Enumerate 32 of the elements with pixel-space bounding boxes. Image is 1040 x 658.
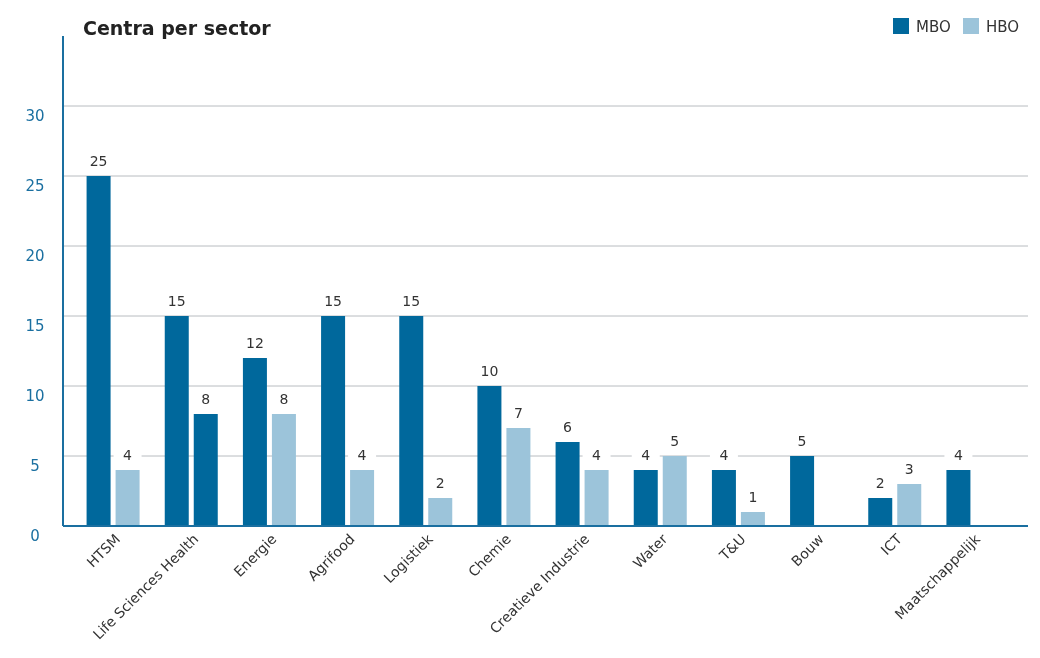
chart-title: Centra per sector <box>83 17 272 39</box>
data-label: 15 <box>324 293 342 309</box>
data-label: 2 <box>875 475 885 491</box>
data-label: 8 <box>279 391 289 407</box>
data-label: 5 <box>670 433 680 449</box>
data-label: 2 <box>435 475 445 491</box>
data-label: 8 <box>201 391 211 407</box>
data-label: 6 <box>563 419 573 435</box>
data-label: 12 <box>246 335 264 351</box>
y-tick-label: 10 <box>25 387 45 405</box>
data-label: 7 <box>513 405 523 421</box>
legend-label: MBO <box>916 18 951 36</box>
data-label: 5 <box>797 433 807 449</box>
data-label: 15 <box>167 293 186 309</box>
y-tick-label: 5 <box>30 457 40 475</box>
y-tick-label: 0 <box>30 527 40 545</box>
data-label: 15 <box>402 293 421 309</box>
data-label: 4 <box>592 447 602 463</box>
legend-label: HBO <box>986 18 1020 36</box>
y-tick-label: 20 <box>25 247 45 265</box>
data-label: 1 <box>748 489 758 505</box>
data-label: 4 <box>357 447 367 463</box>
y-tick-label: 15 <box>25 317 45 335</box>
data-label: 4 <box>719 447 729 463</box>
data-label: 10 <box>480 363 499 379</box>
y-tick-label: 30 <box>25 107 45 125</box>
data-label: 3 <box>904 461 914 477</box>
data-label: 4 <box>953 447 963 463</box>
y-tick-label: 25 <box>25 177 45 195</box>
data-label: 25 <box>89 153 108 169</box>
data-label: 4 <box>641 447 651 463</box>
data-label: 4 <box>123 447 133 463</box>
